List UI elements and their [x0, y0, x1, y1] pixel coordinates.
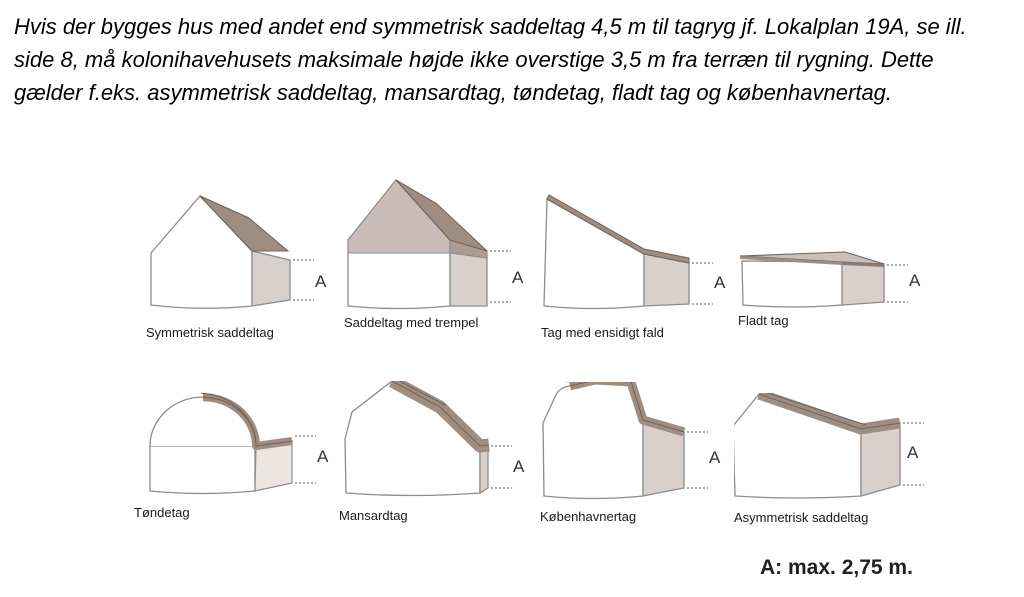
svg-text:A: A — [907, 443, 919, 462]
svg-text:A: A — [714, 273, 726, 292]
svg-text:A: A — [512, 268, 524, 287]
svg-text:A: A — [317, 447, 329, 466]
svg-text:A: A — [909, 271, 921, 290]
svg-text:A: A — [513, 457, 525, 476]
svg-text:A: A — [709, 448, 721, 467]
svg-text:A: A — [315, 272, 327, 291]
